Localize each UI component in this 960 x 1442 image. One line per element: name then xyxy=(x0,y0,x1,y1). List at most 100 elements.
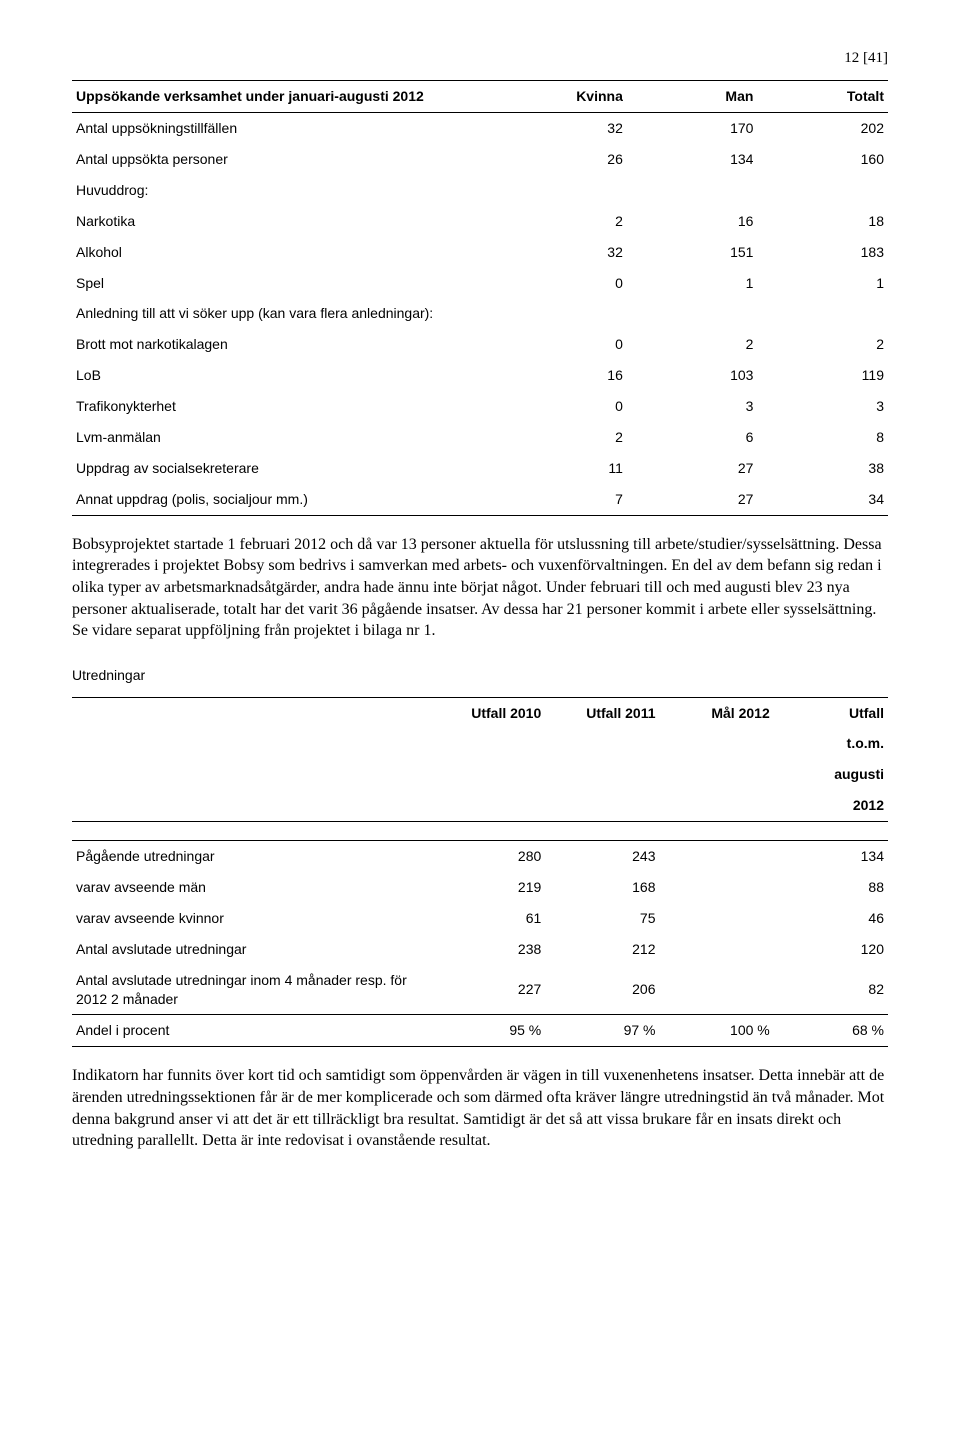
row-value: 3 xyxy=(757,391,888,422)
row-label: Narkotika xyxy=(72,206,496,237)
table-row: Antal uppsökningstillfällen32170202 xyxy=(72,113,888,144)
row-value: 227 xyxy=(431,965,545,1015)
row-value: 88 xyxy=(774,872,888,903)
row-label: Anledning till att vi söker upp (kan var… xyxy=(72,298,496,329)
row-value xyxy=(757,175,888,206)
row-value: 183 xyxy=(757,237,888,268)
row-value: 2 xyxy=(496,206,627,237)
row-value: 0 xyxy=(496,329,627,360)
t2-h2: Utfall 2011 xyxy=(545,697,659,728)
row-value: 68 % xyxy=(774,1015,888,1047)
row-value: 119 xyxy=(757,360,888,391)
t2-h3: Mål 2012 xyxy=(660,697,774,728)
row-value: 7 xyxy=(496,484,627,515)
table1-h1: Kvinna xyxy=(496,81,627,113)
row-value: 243 xyxy=(545,841,659,872)
row-label: Antal uppsökningstillfällen xyxy=(72,113,496,144)
table1-title: Uppsökande verksamhet under januari-augu… xyxy=(72,81,496,113)
row-value: 2 xyxy=(496,422,627,453)
row-value: 103 xyxy=(627,360,758,391)
row-value xyxy=(757,298,888,329)
table-row: Antal avslutade utredningar inom 4 månad… xyxy=(72,965,888,1015)
row-value xyxy=(660,903,774,934)
row-label: Brott mot narkotikalagen xyxy=(72,329,496,360)
row-value xyxy=(660,965,774,1015)
row-value: 120 xyxy=(774,934,888,965)
table-row: Lvm-anmälan268 xyxy=(72,422,888,453)
row-value: 8 xyxy=(757,422,888,453)
row-label: varav avseende män xyxy=(72,872,431,903)
row-value xyxy=(660,841,774,872)
row-value: 219 xyxy=(431,872,545,903)
row-value: 34 xyxy=(757,484,888,515)
row-value: 168 xyxy=(545,872,659,903)
row-value: 238 xyxy=(431,934,545,965)
row-value: 32 xyxy=(496,113,627,144)
row-value: 280 xyxy=(431,841,545,872)
row-value: 26 xyxy=(496,144,627,175)
row-value: 2 xyxy=(757,329,888,360)
row-value: 3 xyxy=(627,391,758,422)
section-title-utredningar: Utredningar xyxy=(72,666,888,685)
table-row: Anledning till att vi söker upp (kan var… xyxy=(72,298,888,329)
row-value: 202 xyxy=(757,113,888,144)
row-value: 27 xyxy=(627,484,758,515)
table-row: varav avseende män219168 88 xyxy=(72,872,888,903)
row-label: Antal uppsökta personer xyxy=(72,144,496,175)
row-label: Andel i procent xyxy=(72,1015,431,1047)
table-row: Pågående utredningar280243134 xyxy=(72,841,888,872)
row-value: 134 xyxy=(627,144,758,175)
row-value xyxy=(496,175,627,206)
row-value: 16 xyxy=(496,360,627,391)
row-label: Huvuddrog: xyxy=(72,175,496,206)
table1-h3: Totalt xyxy=(757,81,888,113)
row-value: 18 xyxy=(757,206,888,237)
t2-h4-l3: augusti xyxy=(774,759,888,790)
t2-h1: Utfall 2010 xyxy=(431,697,545,728)
row-label: Antal avslutade utredningar xyxy=(72,934,431,965)
table1-h2: Man xyxy=(627,81,758,113)
row-value xyxy=(627,175,758,206)
row-label: Alkohol xyxy=(72,237,496,268)
table-row: Narkotika21618 xyxy=(72,206,888,237)
t2-h4-l1: Utfall xyxy=(774,697,888,728)
row-label: Pågående utredningar xyxy=(72,841,431,872)
row-value: 1 xyxy=(627,268,758,299)
table-row: Alkohol32151183 xyxy=(72,237,888,268)
t2-h4-l4: 2012 xyxy=(774,790,888,821)
row-value: 46 xyxy=(774,903,888,934)
table-row: Brott mot narkotikalagen022 xyxy=(72,329,888,360)
table-row: varav avseende kvinnor617546 xyxy=(72,903,888,934)
row-value: 6 xyxy=(627,422,758,453)
row-value xyxy=(496,298,627,329)
row-value: 11 xyxy=(496,453,627,484)
row-value: 27 xyxy=(627,453,758,484)
row-value: 151 xyxy=(627,237,758,268)
row-value: 160 xyxy=(757,144,888,175)
row-label: Lvm-anmälan xyxy=(72,422,496,453)
paragraph-2: Indikatorn har funnits över kort tid och… xyxy=(72,1065,888,1151)
table-row: Antal avslutade utredningar238212120 xyxy=(72,934,888,965)
row-value: 38 xyxy=(757,453,888,484)
table-utredningar-header: Utfall 2010 Utfall 2011 Mål 2012 Utfall … xyxy=(72,697,888,823)
row-value: 32 xyxy=(496,237,627,268)
row-label: varav avseende kvinnor xyxy=(72,903,431,934)
row-value xyxy=(627,298,758,329)
row-label: Trafikonykterhet xyxy=(72,391,496,422)
row-value: 1 xyxy=(757,268,888,299)
row-value: 95 % xyxy=(431,1015,545,1047)
row-value: 2 xyxy=(627,329,758,360)
row-value: 100 % xyxy=(660,1015,774,1047)
row-label: Antal avslutade utredningar inom 4 månad… xyxy=(72,965,431,1015)
table-row: Andel i procent95 %97 %100 %68 % xyxy=(72,1015,888,1047)
row-label: Spel xyxy=(72,268,496,299)
row-value: 0 xyxy=(496,391,627,422)
table-row: Antal uppsökta personer26134160 xyxy=(72,144,888,175)
row-value: 75 xyxy=(545,903,659,934)
page-number: 12 [41] xyxy=(72,48,888,68)
table-row: LoB16103119 xyxy=(72,360,888,391)
table-utredningar-body: Pågående utredningar280243134varav avsee… xyxy=(72,840,888,1047)
row-value: 16 xyxy=(627,206,758,237)
table-row: Uppdrag av socialsekreterare112738 xyxy=(72,453,888,484)
row-label: Annat uppdrag (polis, socialjour mm.) xyxy=(72,484,496,515)
